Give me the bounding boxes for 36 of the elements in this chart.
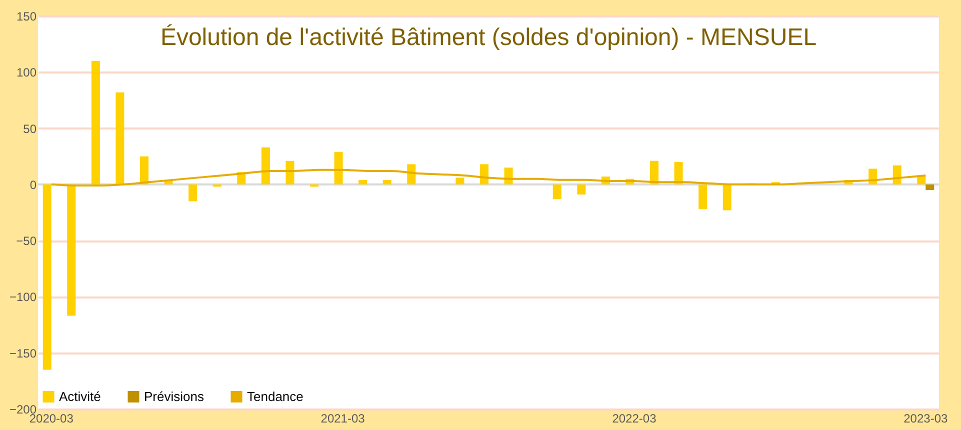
y-tick-label: 100: [16, 66, 37, 80]
legend-label: Tendance: [247, 388, 304, 404]
y-tick-label: 150: [16, 10, 37, 24]
bar: [334, 152, 343, 184]
y-tick-label: 50: [23, 122, 37, 136]
x-tick-label: 2021-03: [320, 412, 366, 426]
bar: [722, 184, 732, 210]
legend-label: Activité: [59, 388, 101, 404]
line-series: [50, 168, 927, 187]
bar: [67, 184, 76, 316]
bar: [456, 178, 464, 184]
bar: [140, 156, 148, 184]
bar: [286, 160, 294, 184]
y-tick-label: −50: [16, 234, 37, 248]
bar: [91, 60, 100, 184]
x-tick-label: 2022-03: [612, 412, 657, 426]
bar: [188, 184, 198, 202]
bar: [261, 147, 270, 184]
chart-title: Évolution de l'activité Bâtiment (soldes d'opinion) - MENSUEL: [160, 24, 817, 51]
legend-label: Prévisions: [144, 388, 204, 404]
bar: [674, 162, 683, 184]
bar: [698, 184, 708, 210]
bar: [116, 92, 124, 184]
x-tick-label: 2023-03: [904, 412, 948, 426]
y-tick-label: −100: [9, 290, 37, 304]
bar: [358, 180, 368, 184]
bar: [577, 184, 586, 195]
bar: [382, 180, 392, 184]
bar: [407, 164, 416, 184]
bar: [926, 184, 934, 190]
y-tick-label: 0: [30, 178, 37, 192]
y-tick-label: −150: [9, 346, 37, 360]
bar: [164, 181, 173, 184]
bar: [42, 184, 52, 370]
bar: [650, 160, 658, 184]
bar: [552, 184, 562, 200]
